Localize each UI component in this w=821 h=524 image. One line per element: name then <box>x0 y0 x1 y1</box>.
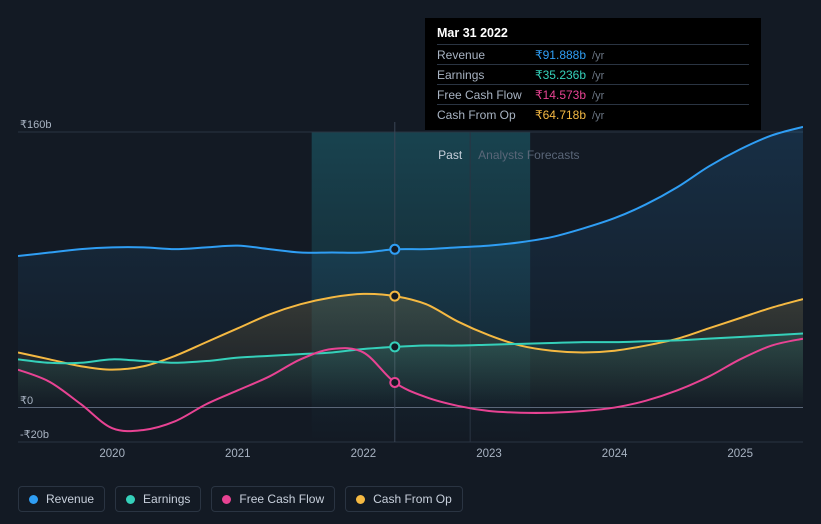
tooltip-value: ₹35.236b <box>535 68 586 82</box>
section-label-past: Past <box>438 148 462 162</box>
x-axis-label: 2025 <box>727 448 753 460</box>
legend-item-earnings[interactable]: Earnings <box>115 486 201 512</box>
legend-dot-icon <box>356 495 365 504</box>
tooltip-metric: Free Cash Flow <box>437 88 529 102</box>
tooltip-row: Earnings ₹35.236b /yr <box>437 64 749 84</box>
x-axis-label: 2023 <box>476 448 502 460</box>
y-axis-label: ₹0 <box>20 394 33 407</box>
tooltip-row: Revenue ₹91.888b /yr <box>437 44 749 64</box>
legend-dot-icon <box>222 495 231 504</box>
y-axis-label: -₹20b <box>20 428 49 441</box>
x-axis-label: 2020 <box>99 448 125 460</box>
legend-dot-icon <box>126 495 135 504</box>
legend-label: Revenue <box>46 492 94 506</box>
tooltip-unit: /yr <box>592 90 604 102</box>
tooltip-date: Mar 31 2022 <box>437 26 749 40</box>
legend-item-revenue[interactable]: Revenue <box>18 486 105 512</box>
tooltip-metric: Cash From Op <box>437 108 529 122</box>
chart-legend: Revenue Earnings Free Cash Flow Cash Fro… <box>18 486 463 512</box>
tooltip-metric: Revenue <box>437 48 529 62</box>
legend-item-fcf[interactable]: Free Cash Flow <box>211 486 335 512</box>
tooltip-unit: /yr <box>592 110 604 122</box>
tooltip-value: ₹91.888b <box>535 48 586 62</box>
tooltip-value: ₹14.573b <box>535 88 586 102</box>
legend-label: Free Cash Flow <box>239 492 324 506</box>
x-axis-label: 2024 <box>602 448 628 460</box>
tooltip-metric: Earnings <box>437 68 529 82</box>
y-axis-label: ₹160b <box>20 118 51 131</box>
x-axis-label: 2021 <box>225 448 251 460</box>
tooltip-row: Free Cash Flow ₹14.573b /yr <box>437 84 749 104</box>
x-axis-label: 2022 <box>351 448 377 460</box>
section-label-forecast: Analysts Forecasts <box>478 148 579 162</box>
tooltip-row: Cash From Op ₹64.718b /yr <box>437 104 749 124</box>
chart-tooltip: Mar 31 2022 Revenue ₹91.888b /yrEarnings… <box>425 18 761 130</box>
tooltip-unit: /yr <box>592 70 604 82</box>
legend-label: Cash From Op <box>373 492 452 506</box>
legend-item-cfo[interactable]: Cash From Op <box>345 486 463 512</box>
tooltip-unit: /yr <box>592 50 604 62</box>
tooltip-value: ₹64.718b <box>535 108 586 122</box>
legend-dot-icon <box>29 495 38 504</box>
legend-label: Earnings <box>143 492 190 506</box>
